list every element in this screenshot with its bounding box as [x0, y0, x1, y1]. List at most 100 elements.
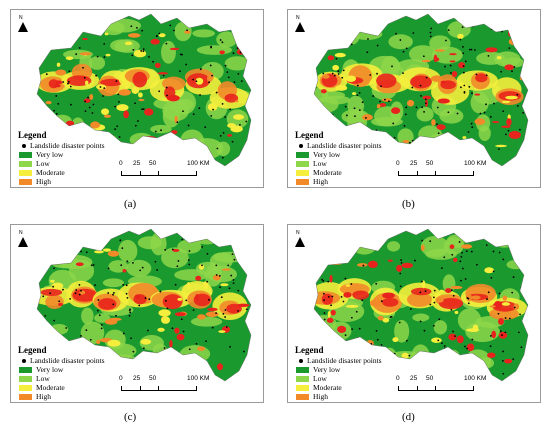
- susceptibility-zone: [401, 262, 413, 269]
- landslide-point: [513, 66, 516, 68]
- susceptibility-zone: [431, 337, 442, 343]
- landslide-point: [432, 324, 435, 327]
- susceptibility-zone: [174, 312, 187, 317]
- landslide-point: [342, 300, 345, 303]
- landslide-point: [489, 335, 492, 337]
- low-zone: [192, 229, 221, 245]
- susceptibility-zone: [220, 283, 229, 287]
- legend-label: Very low: [313, 150, 341, 159]
- landslide-point: [68, 70, 71, 73]
- legend-item: Very high: [18, 401, 128, 402]
- landslide-point: [43, 123, 46, 125]
- landslide-point: [461, 267, 464, 270]
- landslide-point: [192, 78, 195, 81]
- landslide-point: [165, 42, 168, 45]
- landslide-point: [442, 155, 445, 158]
- low-zone: [316, 96, 339, 113]
- landslide-point: [449, 64, 452, 67]
- susceptibility-zone: [45, 294, 64, 309]
- susceptibility-zone: [56, 62, 61, 67]
- scale-label: 0: [119, 160, 123, 167]
- low-zone: [394, 319, 410, 343]
- low-zone: [344, 29, 360, 45]
- landslide-point: [520, 346, 523, 349]
- landslide-point: [158, 90, 161, 93]
- landslide-point: [122, 332, 125, 335]
- susceptibility-zone: [502, 295, 508, 301]
- susceptibility-zone: [334, 39, 345, 46]
- landslide-point: [229, 108, 232, 111]
- landslide-point: [399, 39, 402, 41]
- landslide-point: [70, 103, 72, 106]
- legend-item: Very low: [18, 365, 128, 374]
- landslide-point: [501, 359, 504, 362]
- landslide-point: [134, 102, 136, 105]
- landslide-point: [356, 84, 359, 87]
- susceptibility-zone: [457, 33, 464, 39]
- susceptibility-zone: [368, 260, 378, 269]
- landslide-point: [49, 292, 52, 295]
- landslide-point: [187, 124, 190, 127]
- landslide-point: [483, 111, 486, 114]
- landslide-point: [436, 106, 439, 109]
- susceptibility-zone: [197, 346, 206, 351]
- low-zone: [150, 124, 172, 134]
- susceptibility-zone: [410, 287, 432, 296]
- landslide-point: [440, 342, 443, 345]
- legend-item: Low: [295, 374, 405, 383]
- landslide-point: [461, 251, 463, 254]
- legend-label: Very high: [313, 186, 342, 187]
- landslide-point: [380, 300, 383, 303]
- legend-label: Very high: [36, 186, 65, 187]
- legend-points-label: Landslide disaster points: [30, 141, 105, 150]
- landslide-point: [80, 250, 82, 253]
- landslide-point: [388, 100, 390, 103]
- low-zone: [206, 266, 237, 283]
- landslide-point: [501, 334, 503, 336]
- susceptibility-zone: [334, 52, 346, 58]
- susceptibility-zone: [227, 134, 233, 137]
- landslide-point: [134, 124, 137, 127]
- landslide-point: [122, 283, 125, 286]
- landslide-point: [112, 292, 115, 294]
- landslide-point: [163, 347, 166, 349]
- legend-swatch: [296, 366, 309, 373]
- landslide-point: [404, 113, 407, 116]
- landslide-point: [57, 102, 60, 105]
- legend-item-points: Landslide disaster points: [18, 356, 128, 365]
- legend-label: Very low: [36, 150, 64, 159]
- landslide-point: [512, 276, 515, 278]
- arrow-icon: [18, 22, 28, 32]
- landslide-point: [498, 148, 500, 151]
- landslide-point: [485, 74, 488, 77]
- scale-line: [398, 171, 474, 176]
- landslide-point: [389, 316, 392, 319]
- legend-label: Moderate: [36, 168, 65, 177]
- landslide-point: [159, 290, 162, 293]
- legend-swatch: [19, 375, 32, 382]
- susceptibility-zone: [361, 114, 373, 121]
- landslide-point: [183, 359, 186, 362]
- landslide-point: [493, 102, 495, 105]
- landslide-point: [174, 283, 177, 286]
- caption-b: (b): [402, 198, 415, 210]
- legend-label: Low: [313, 159, 327, 168]
- landslide-point: [492, 250, 495, 253]
- scale-label: 25: [133, 160, 141, 167]
- landslide-point: [132, 261, 134, 264]
- scale-label: 50: [149, 160, 157, 167]
- landslide-point: [141, 266, 144, 269]
- landslide-point: [177, 260, 180, 262]
- susceptibility-zone: [422, 95, 432, 100]
- legend-label: High: [36, 392, 51, 401]
- susceptibility-zone: [61, 252, 65, 260]
- landslide-point: [120, 264, 123, 267]
- low-zone: [162, 100, 190, 122]
- landslide-point: [380, 85, 382, 88]
- landslide-point: [55, 95, 58, 97]
- landslide-point: [107, 292, 110, 294]
- landslide-point: [459, 260, 462, 263]
- landslide-point: [462, 45, 464, 48]
- landslide-point: [144, 297, 147, 299]
- landslide-point: [215, 264, 218, 267]
